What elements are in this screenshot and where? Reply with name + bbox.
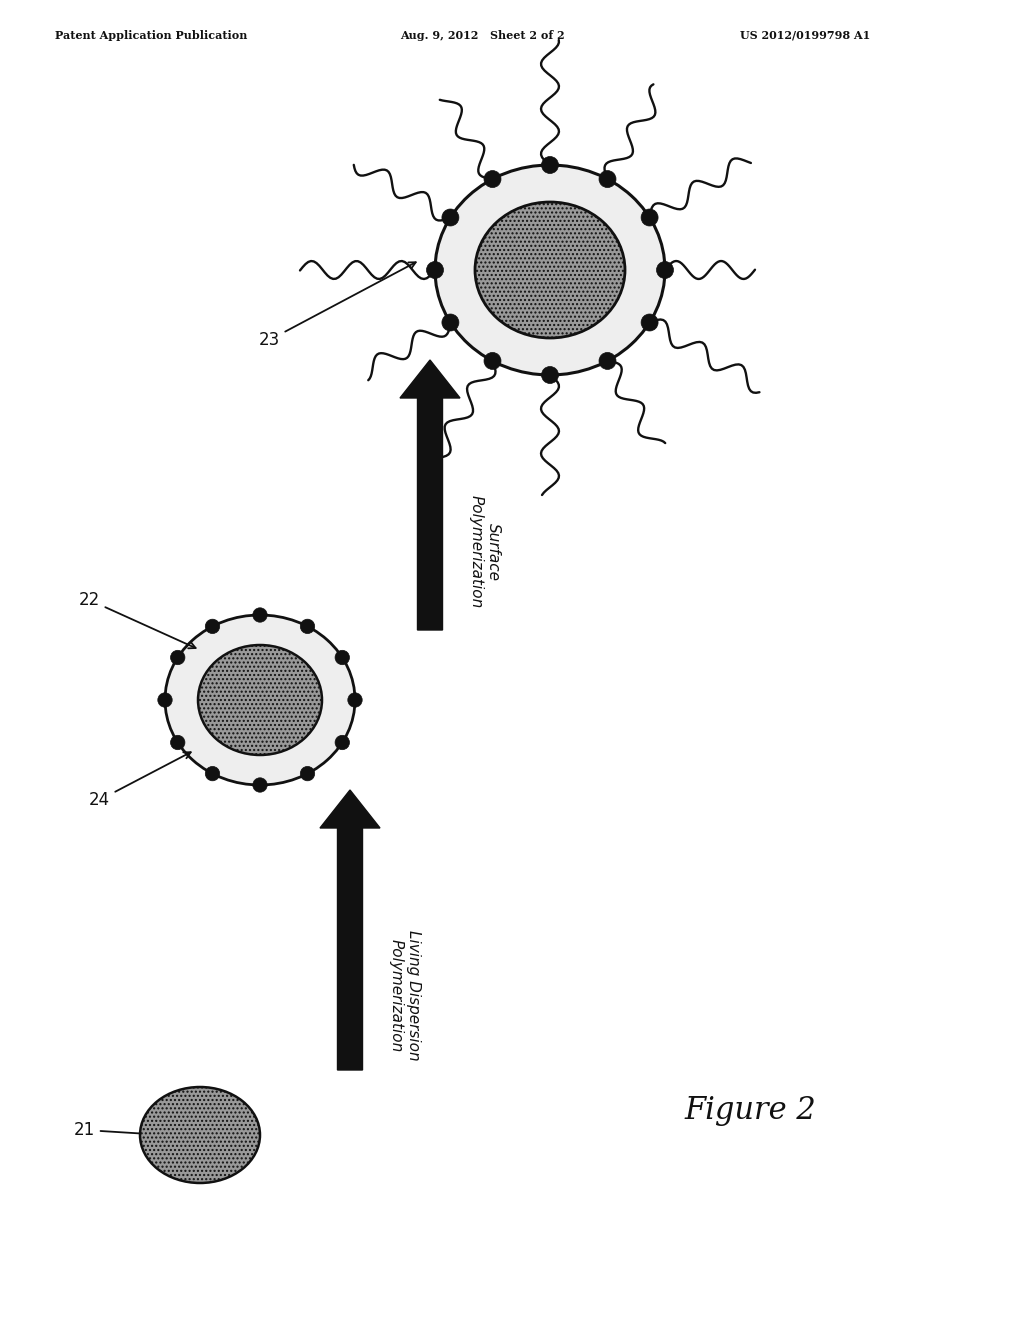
Text: 24: 24 [89, 752, 190, 809]
Text: Figure 2: Figure 2 [684, 1094, 816, 1126]
Circle shape [599, 352, 616, 370]
Text: Aug. 9, 2012   Sheet 2 of 2: Aug. 9, 2012 Sheet 2 of 2 [400, 30, 564, 41]
Circle shape [171, 651, 185, 665]
Text: 23: 23 [259, 263, 416, 348]
Circle shape [253, 777, 267, 792]
Circle shape [641, 209, 658, 226]
Circle shape [171, 735, 185, 750]
Circle shape [542, 157, 558, 173]
Text: Patent Application Publication: Patent Application Publication [55, 30, 248, 41]
Text: US 2012/0199798 A1: US 2012/0199798 A1 [740, 30, 870, 41]
Circle shape [253, 607, 267, 622]
Text: Living Dispersion
Polymerization: Living Dispersion Polymerization [389, 931, 421, 1061]
Circle shape [656, 261, 674, 279]
Circle shape [300, 767, 314, 781]
Circle shape [484, 170, 501, 187]
Circle shape [641, 314, 658, 331]
Circle shape [442, 314, 459, 331]
FancyArrow shape [400, 360, 460, 630]
Circle shape [335, 735, 349, 750]
Text: Surface
Polymerization: Surface Polymerization [469, 495, 501, 609]
Circle shape [542, 367, 558, 384]
Circle shape [335, 651, 349, 665]
Circle shape [158, 693, 172, 708]
Ellipse shape [140, 1086, 260, 1183]
Circle shape [442, 209, 459, 226]
Circle shape [205, 619, 220, 634]
Circle shape [300, 619, 314, 634]
Ellipse shape [435, 165, 665, 375]
Ellipse shape [165, 615, 355, 785]
Circle shape [348, 693, 362, 708]
Circle shape [484, 352, 501, 370]
Circle shape [427, 261, 443, 279]
FancyArrow shape [319, 789, 380, 1071]
Text: 21: 21 [74, 1121, 160, 1139]
Ellipse shape [198, 645, 322, 755]
Circle shape [599, 170, 616, 187]
Text: 22: 22 [79, 591, 196, 648]
Ellipse shape [475, 202, 625, 338]
Circle shape [205, 767, 220, 781]
